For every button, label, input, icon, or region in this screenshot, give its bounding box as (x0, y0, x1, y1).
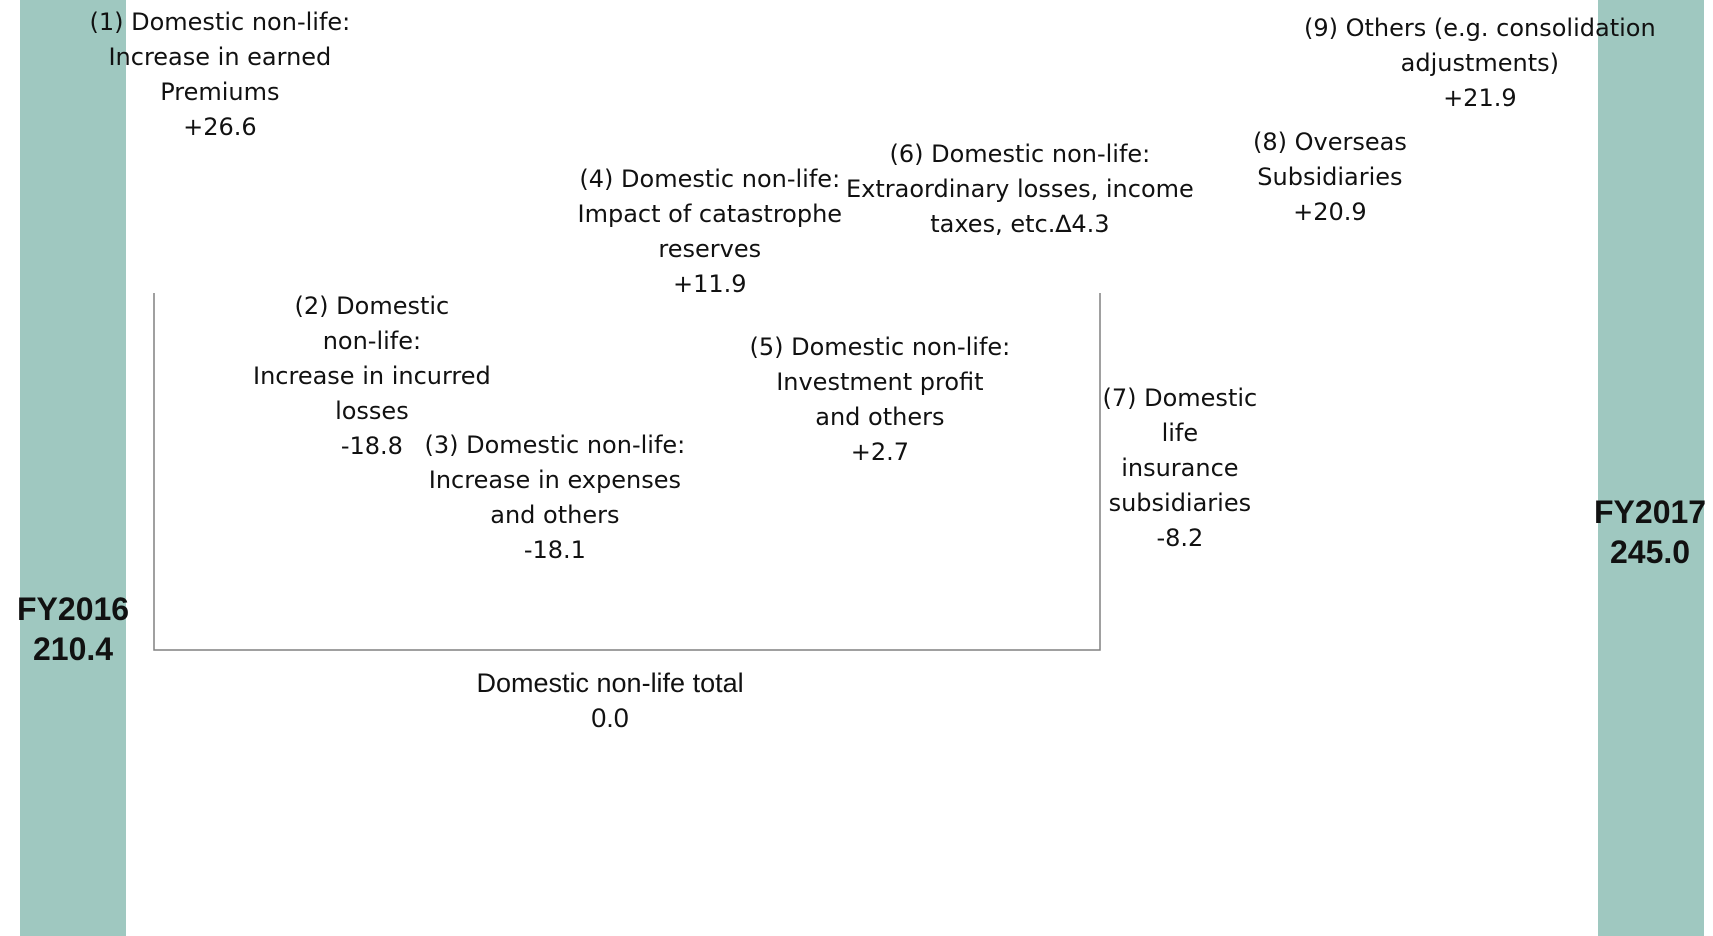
step-label-4: (4) Domestic non-life: Impact of catastro… (578, 162, 843, 302)
step-label-4-line: (4) Domestic non-life: (579, 165, 841, 193)
fy2017-year: FY2017 (1594, 494, 1707, 530)
step-label-1-line: Premiums (160, 78, 280, 106)
step-label-3-line: (3) Domestic non-life: (424, 431, 686, 459)
step-label-9-value: +21.9 (1443, 84, 1517, 112)
step-label-9-line: adjustments) (1400, 49, 1560, 77)
step-label-2-line: non-life: (322, 327, 422, 355)
step-label-2-line: losses (335, 397, 409, 425)
step-label-7-line: (7) Domestic (1102, 384, 1258, 412)
step-label-9-line: (9) Others (e.g. consolidation (1304, 14, 1656, 42)
step-label-1-line: (1) Domestic non-life: (89, 8, 351, 36)
step-label-3-line: and others (490, 501, 620, 529)
domestic-non-life-total-label-line: Domestic non-life total (476, 668, 744, 698)
step-label-5-value: +2.7 (850, 438, 910, 466)
step-label-8-line: (8) Overseas (1253, 128, 1407, 156)
step-label-2-line: (2) Domestic (294, 292, 450, 320)
step-label-4-line: reserves (658, 235, 762, 263)
step-label-5-line: and others (815, 403, 945, 431)
fy2017-value: 245.0 (1610, 534, 1691, 570)
step-label-5-line: Investment profit (776, 368, 984, 396)
domestic-non-life-bracket (153, 293, 1101, 651)
step-label-4-line: Impact of catastrophe (577, 200, 843, 228)
step-label-2: (2) Domestic non-life: Increase in incurre… (253, 289, 491, 464)
domestic-non-life-total-label: Domestic non-life total 0.0 (477, 666, 744, 736)
step-label-6: (6) Domestic non-life: Extraordinary loss… (846, 137, 1194, 242)
step-label-7: (7) Domestic life insurance subsidiaries -8.… (1103, 381, 1258, 556)
step-label-7-line: life (1161, 419, 1199, 447)
step-label-2-value: -18.8 (340, 432, 403, 460)
fy2016-value: 210.4 (33, 631, 114, 667)
step-label-1-line: Increase in earned (108, 43, 332, 71)
step-label-5: (5) Domestic non-life: Investment profit a… (750, 330, 1011, 470)
fy2016-label: FY2016 210.4 (17, 589, 129, 669)
step-label-8-line: Subsidiaries (1257, 163, 1403, 191)
step-label-7-line: subsidiaries (1108, 489, 1252, 517)
step-label-1-value: +26.6 (183, 113, 257, 141)
step-label-5-line: (5) Domestic non-life: (749, 333, 1011, 361)
step-label-2-line: Increase in incurred (253, 362, 491, 390)
total-bar-fy2016 (20, 0, 126, 936)
step-label-8: (8) Overseas Subsidiaries +20.9 (1253, 125, 1407, 230)
step-label-6-line: (6) Domestic non-life: (889, 140, 1151, 168)
step-label-3-value: -18.1 (523, 536, 586, 564)
step-label-7-value: -8.2 (1156, 524, 1204, 552)
step-label-7-line: insurance (1121, 454, 1239, 482)
fy2017-label: FY2017 245.0 (1594, 492, 1706, 572)
step-label-6-value: taxes, etc.∆4.3 (930, 210, 1110, 238)
total-bar-fy2017 (1598, 0, 1704, 936)
step-label-3: (3) Domestic non-life: Increase in expens… (425, 428, 686, 568)
step-label-1: (1) Domestic non-life: Increase in earned… (90, 5, 351, 145)
fy2016-year: FY2016 (17, 591, 130, 627)
step-label-4-value: +11.9 (673, 270, 747, 298)
step-label-9: (9) Others (e.g. consolidation adjustment… (1304, 11, 1656, 116)
step-label-6-line: Extraordinary losses, income (846, 175, 1194, 203)
step-label-3-line: Increase in expenses (428, 466, 681, 494)
step-label-8-value: +20.9 (1293, 198, 1367, 226)
domestic-non-life-total-label-value: 0.0 (591, 703, 629, 733)
